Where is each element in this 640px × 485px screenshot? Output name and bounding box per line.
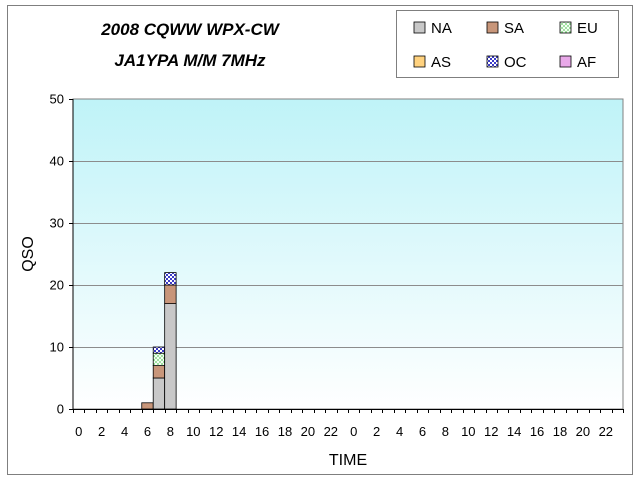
legend-label-eu: EU: [577, 20, 598, 37]
legend-label-na: NA: [431, 20, 452, 37]
legend: NA SA EU AS OC AF: [396, 10, 619, 78]
x-tick-label: 0: [75, 424, 82, 439]
x-tick-label: 14: [232, 424, 246, 439]
x-tick-label: 6: [419, 424, 426, 439]
bar-segment-oc: [164, 272, 177, 286]
y-tick-label: 20: [50, 278, 64, 293]
legend-swatch-na: [413, 21, 426, 34]
bar-segment-na: [152, 377, 166, 410]
legend-swatch-eu: [559, 21, 572, 34]
x-tick-label: 18: [278, 424, 292, 439]
y-axis-label: QSO: [20, 236, 37, 272]
y-tick-label: 10: [50, 340, 64, 355]
x-tick-label: 8: [167, 424, 174, 439]
x-tick-label: 18: [553, 424, 567, 439]
axes: [69, 99, 624, 413]
x-tick-label: 12: [484, 424, 498, 439]
legend-label-as: AS: [431, 54, 451, 71]
x-tick-label: 2: [98, 424, 105, 439]
y-tick-labels: 0 10 20 30 40 50: [50, 92, 64, 417]
bar-segment-sa: [164, 284, 177, 305]
x-tick-label: 14: [507, 424, 521, 439]
x-tick-label: 8: [442, 424, 449, 439]
x-tick-label: 20: [576, 424, 590, 439]
x-axis-label: TIME: [329, 452, 367, 469]
legend-label-sa: SA: [504, 20, 524, 37]
x-tick-label: 16: [530, 424, 544, 439]
bar-segment-oc: [152, 346, 166, 354]
x-tick-label: 6: [144, 424, 151, 439]
legend-swatch-af: [559, 55, 572, 68]
x-tick-label: 10: [186, 424, 200, 439]
x-tick-label: 20: [301, 424, 315, 439]
legend-box: [396, 10, 619, 78]
x-tick-labels: 0 2 4 6 8 10 12 14 16 18 20 22 0 2 4 6 8 10 12 14 16 18 20 22: [75, 424, 613, 439]
y-tick-label: 50: [50, 92, 64, 107]
legend-swatch-as: [413, 55, 426, 68]
x-tick-label: 4: [396, 424, 403, 439]
bar-segment-eu: [152, 352, 166, 367]
x-tick-label: 22: [599, 424, 613, 439]
bar-segment-sa: [141, 402, 154, 410]
x-tick-label: 10: [461, 424, 475, 439]
legend-swatch-sa: [486, 21, 499, 34]
y-tick-label: 40: [50, 154, 64, 169]
legend-label-af: AF: [577, 54, 596, 71]
y-tick-label: 0: [57, 402, 64, 417]
y-tick-label: 30: [50, 216, 64, 231]
x-tick-label: 12: [209, 424, 223, 439]
chart-title: 2008 CQWW WPX-CW: [100, 20, 281, 39]
legend-swatch-oc: [486, 55, 499, 68]
bars: [141, 272, 177, 410]
x-tick-label: 16: [255, 424, 269, 439]
bar-segment-sa: [152, 365, 166, 379]
x-tick-label: 22: [324, 424, 338, 439]
x-tick-label: 0: [350, 424, 357, 439]
chart-subtitle: JA1YPA M/M 7MHz: [114, 51, 266, 70]
x-tick-label: 2: [373, 424, 380, 439]
legend-label-oc: OC: [504, 54, 527, 71]
x-tick-label: 4: [121, 424, 128, 439]
bar-segment-na: [164, 303, 177, 410]
